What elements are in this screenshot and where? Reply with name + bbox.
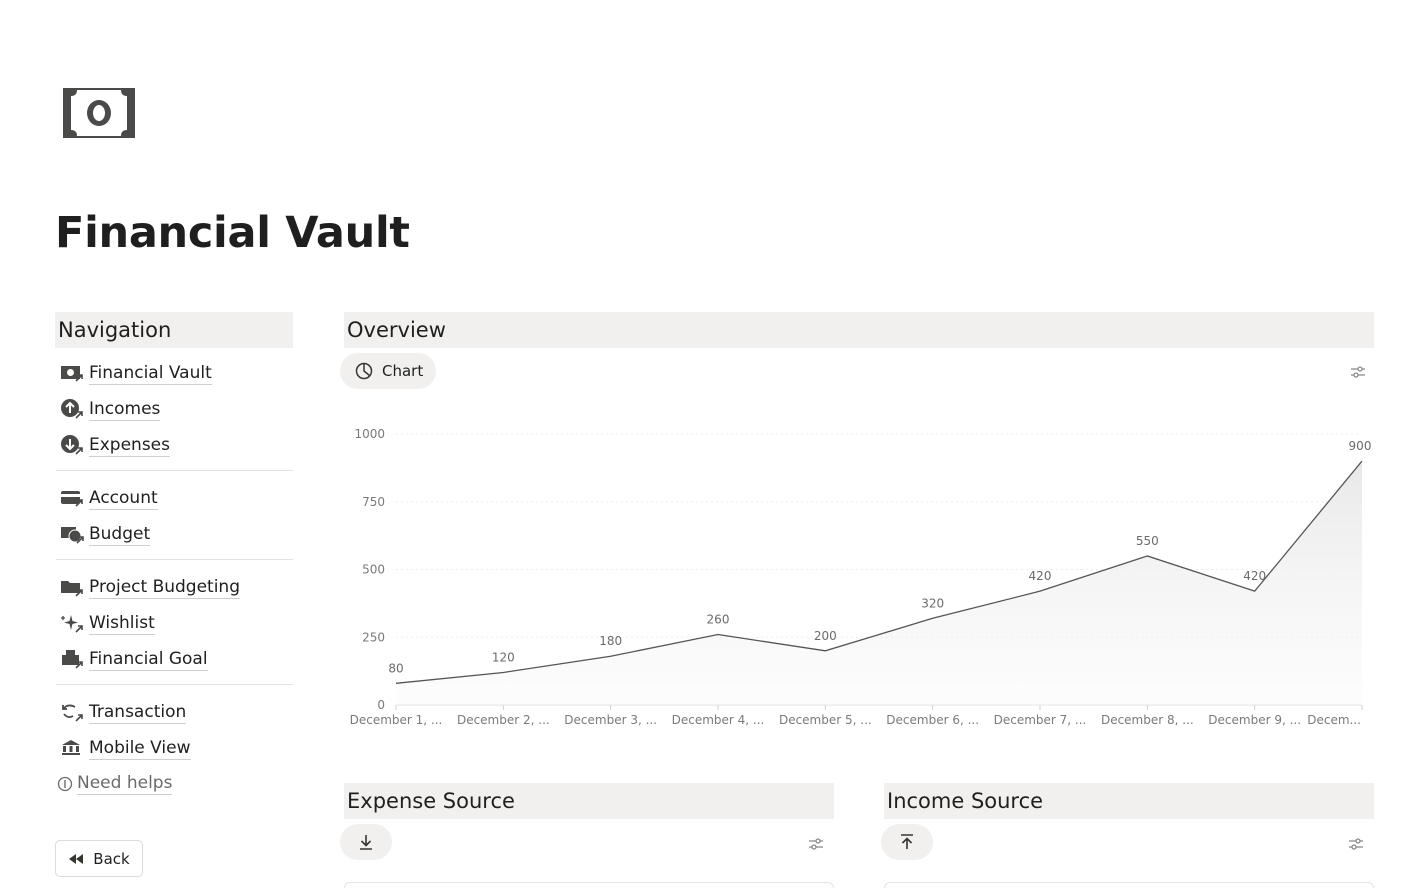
nav-item-financial-vault[interactable]: Financial Vault — [60, 359, 212, 387]
chart-view-label: Chart — [382, 362, 424, 380]
data-label: 80 — [388, 661, 403, 675]
nav-item-financial-goal[interactable]: Financial Goal — [60, 645, 208, 673]
x-tick-label: Decem... — [1307, 713, 1361, 727]
y-tick-label: 250 — [362, 630, 385, 644]
nav-item-expenses[interactable]: Expenses — [60, 431, 170, 459]
need-help-label: Need helps — [77, 773, 173, 795]
nav-item-wishlist[interactable]: Wishlist — [60, 609, 155, 637]
income-view-tab[interactable] — [881, 824, 933, 860]
data-label: 200 — [814, 629, 837, 643]
nav-item-label: Financial Vault — [89, 362, 212, 385]
money-link-icon — [60, 361, 84, 385]
chart-area-fill — [396, 461, 1362, 705]
nav-item-label: Incomes — [89, 398, 161, 421]
folder-link-icon — [60, 575, 84, 599]
data-label: 900 — [1349, 439, 1372, 453]
x-tick-label: December 8, ... — [1101, 713, 1194, 727]
money-bill-icon — [63, 88, 135, 138]
chart-series-line — [395, 460, 1363, 684]
income-card-edge — [884, 882, 1374, 888]
expense-card-edge — [344, 882, 834, 888]
nav-item-label: Wishlist — [89, 612, 155, 635]
upload-icon — [898, 833, 916, 851]
transaction-link-icon — [60, 700, 84, 724]
nav-item-project-budgeting[interactable]: Project Budgeting — [60, 573, 240, 601]
card-link-icon — [60, 486, 84, 510]
expense-settings-icon[interactable] — [807, 835, 825, 853]
need-help-link[interactable]: Need helps — [57, 772, 173, 795]
income-settings-icon[interactable] — [1347, 835, 1365, 853]
x-tick-label: December 5, ... — [779, 713, 872, 727]
x-tick-label: December 2, ... — [457, 713, 550, 727]
pie-chart-icon — [355, 362, 373, 380]
info-icon — [57, 776, 73, 792]
download-icon — [357, 833, 375, 851]
overview-chart: 0 250 500 750 1000 80 December 1, ... 120 Decemb… — [350, 427, 1372, 727]
x-tick-label: December 1, ... — [350, 713, 443, 727]
income-arrow-icon — [60, 397, 84, 421]
x-tick-label: December 3, ... — [564, 713, 657, 727]
back-button[interactable]: Back — [55, 840, 143, 877]
expense-source-heading: Expense Source — [344, 783, 834, 819]
nav-divider — [56, 470, 293, 471]
nav-item-budget[interactable]: Budget — [60, 520, 151, 548]
x-tick-label: December 6, ... — [886, 713, 979, 727]
y-tick-label: 750 — [362, 495, 385, 509]
nav-item-label: Expenses — [89, 434, 170, 457]
y-tick-label: 0 — [377, 698, 385, 712]
x-tick-label: December 9, ... — [1208, 713, 1301, 727]
expense-view-tab[interactable] — [340, 824, 392, 860]
page-title: Financial Vault — [55, 208, 410, 258]
nav-item-label: Budget — [89, 523, 151, 546]
nav-item-label: Transaction — [89, 701, 187, 724]
data-label: 180 — [599, 634, 622, 648]
nav-item-label: Financial Goal — [89, 648, 208, 671]
nav-item-account[interactable]: Account — [60, 484, 158, 512]
nav-item-label: Project Budgeting — [89, 576, 240, 599]
data-label: 120 — [492, 650, 515, 664]
nav-divider — [56, 684, 293, 685]
nav-item-label: Account — [89, 487, 158, 510]
navigation-heading: Navigation — [55, 312, 293, 348]
income-source-heading: Income Source — [884, 783, 1374, 819]
data-label: 550 — [1136, 534, 1159, 548]
nav-item-mobile-view[interactable]: Mobile View — [60, 734, 191, 762]
overview-heading: Overview — [344, 312, 1374, 348]
data-label: 420 — [1029, 569, 1052, 583]
rewind-icon — [68, 853, 84, 865]
x-tick-label: December 7, ... — [994, 713, 1087, 727]
sparkle-link-icon — [60, 611, 84, 635]
goal-link-icon — [60, 647, 84, 671]
overview-settings-icon[interactable] — [1349, 363, 1367, 381]
nav-item-transaction[interactable]: Transaction — [60, 698, 187, 726]
nav-divider — [56, 559, 293, 560]
expense-arrow-icon — [60, 433, 84, 457]
data-label: 420 — [1243, 569, 1266, 583]
y-tick-label: 1000 — [354, 427, 385, 441]
x-tick-label: December 4, ... — [672, 713, 765, 727]
data-label: 260 — [707, 613, 730, 627]
chart-view-tab[interactable]: Chart — [340, 353, 436, 389]
budget-link-icon — [60, 522, 84, 546]
nav-item-incomes[interactable]: Incomes — [60, 395, 161, 423]
data-label: 320 — [921, 596, 944, 610]
nav-item-label: Mobile View — [89, 737, 191, 760]
back-label: Back — [93, 849, 130, 868]
bank-link-icon — [60, 736, 84, 760]
y-tick-label: 500 — [362, 563, 385, 577]
